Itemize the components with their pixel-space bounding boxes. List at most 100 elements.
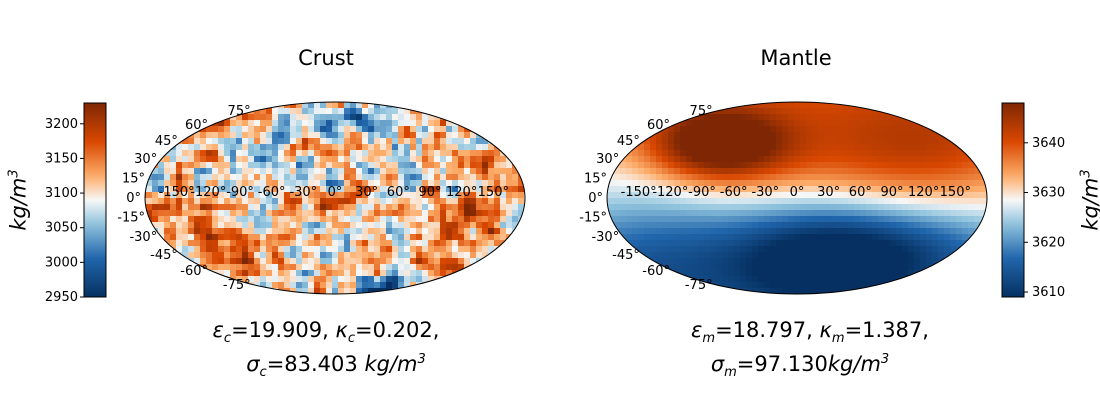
- map-cell: [632, 270, 639, 277]
- map-cell: [728, 216, 735, 223]
- map-cell: [464, 186, 471, 193]
- map-cell: [422, 264, 429, 271]
- map-cell: [464, 168, 471, 175]
- map-cell: [326, 210, 333, 217]
- map-cell: [680, 216, 687, 223]
- map-cell: [800, 192, 807, 199]
- map-cell: [164, 192, 171, 199]
- map-cell: [374, 240, 381, 247]
- map-cell: [518, 126, 525, 133]
- map-cell: [968, 150, 975, 157]
- map-cell: [674, 204, 681, 211]
- map-cell: [866, 246, 873, 253]
- map-cell: [698, 168, 705, 175]
- map-cell: [968, 168, 975, 175]
- map-cell: [284, 108, 291, 115]
- colorbar-tick-label: 3610: [1032, 285, 1065, 300]
- map-cell: [962, 228, 969, 235]
- map-cell: [290, 156, 297, 163]
- map-cell: [290, 150, 297, 157]
- map-cell: [914, 138, 921, 145]
- map-cell: [410, 246, 417, 253]
- map-cell: [368, 102, 375, 109]
- map-cell: [368, 264, 375, 271]
- map-cell: [236, 150, 243, 157]
- map-cell: [854, 150, 861, 157]
- map-cell: [896, 210, 903, 217]
- map-cell: [422, 150, 429, 157]
- map-cell: [350, 126, 357, 133]
- map-cell: [812, 144, 819, 151]
- map-cell: [284, 264, 291, 271]
- map-cell: [956, 150, 963, 157]
- map-cell: [626, 222, 633, 229]
- map-cell: [632, 240, 639, 247]
- map-cell: [614, 186, 621, 193]
- map-cell: [260, 234, 267, 241]
- map-cell: [974, 174, 981, 181]
- map-cell: [776, 150, 783, 157]
- map-cell: [782, 216, 789, 223]
- map-cell: [686, 150, 693, 157]
- map-cell: [332, 282, 339, 289]
- map-cell: [398, 210, 405, 217]
- map-cell: [968, 228, 975, 235]
- map-cell: [986, 216, 987, 223]
- map-cell: [764, 264, 771, 271]
- map-cell: [860, 168, 867, 175]
- map-cell: [764, 234, 771, 241]
- map-cell: [230, 222, 237, 229]
- map-cell: [758, 210, 765, 217]
- map-cell: [500, 126, 507, 133]
- map-cell: [818, 222, 825, 229]
- map-cell: [632, 198, 639, 205]
- map-cell: [145, 102, 147, 109]
- map-cell: [506, 258, 513, 265]
- map-cell: [410, 126, 417, 133]
- map-cell: [194, 246, 201, 253]
- map-cell: [326, 270, 333, 277]
- map-cell: [854, 174, 861, 181]
- map-cell: [290, 132, 297, 139]
- map-cell: [374, 216, 381, 223]
- map-cell: [806, 180, 813, 187]
- map-cell: [266, 180, 273, 187]
- map-cell: [656, 258, 663, 265]
- map-cell: [950, 126, 957, 133]
- map-cell: [326, 144, 333, 151]
- map-cell: [188, 216, 195, 223]
- map-cell: [920, 210, 927, 217]
- lon-tick-label: -150°: [159, 185, 195, 200]
- map-cell: [320, 240, 327, 247]
- map-cell: [914, 198, 921, 205]
- map-cell: [302, 144, 309, 151]
- map-cell: [920, 114, 927, 121]
- map-cell: [380, 156, 387, 163]
- map-cell: [176, 168, 183, 175]
- map-cell: [644, 186, 651, 193]
- map-cell: [332, 102, 339, 109]
- lon-tick-label: -60°: [258, 185, 286, 200]
- map-cell: [254, 270, 261, 277]
- map-cell: [464, 102, 471, 109]
- map-cell: [698, 222, 705, 229]
- map-cell: [284, 180, 291, 187]
- map-cell: [200, 234, 207, 241]
- map-cell: [890, 108, 897, 115]
- map-cell: [932, 276, 939, 283]
- map-cell: [806, 210, 813, 217]
- map-cell: [452, 288, 459, 294]
- map-cell: [848, 270, 855, 277]
- map-cell: [890, 288, 897, 294]
- map-cell: [614, 192, 621, 199]
- map-cell: [824, 282, 831, 289]
- map-cell: [410, 234, 417, 241]
- map-cell: [950, 108, 957, 115]
- map-cell: [290, 216, 297, 223]
- map-cell: [926, 258, 933, 265]
- map-cell: [344, 204, 351, 211]
- map-cell: [145, 252, 147, 259]
- map-cell: [650, 228, 657, 235]
- map-cell: [320, 234, 327, 241]
- map-cell: [200, 186, 207, 193]
